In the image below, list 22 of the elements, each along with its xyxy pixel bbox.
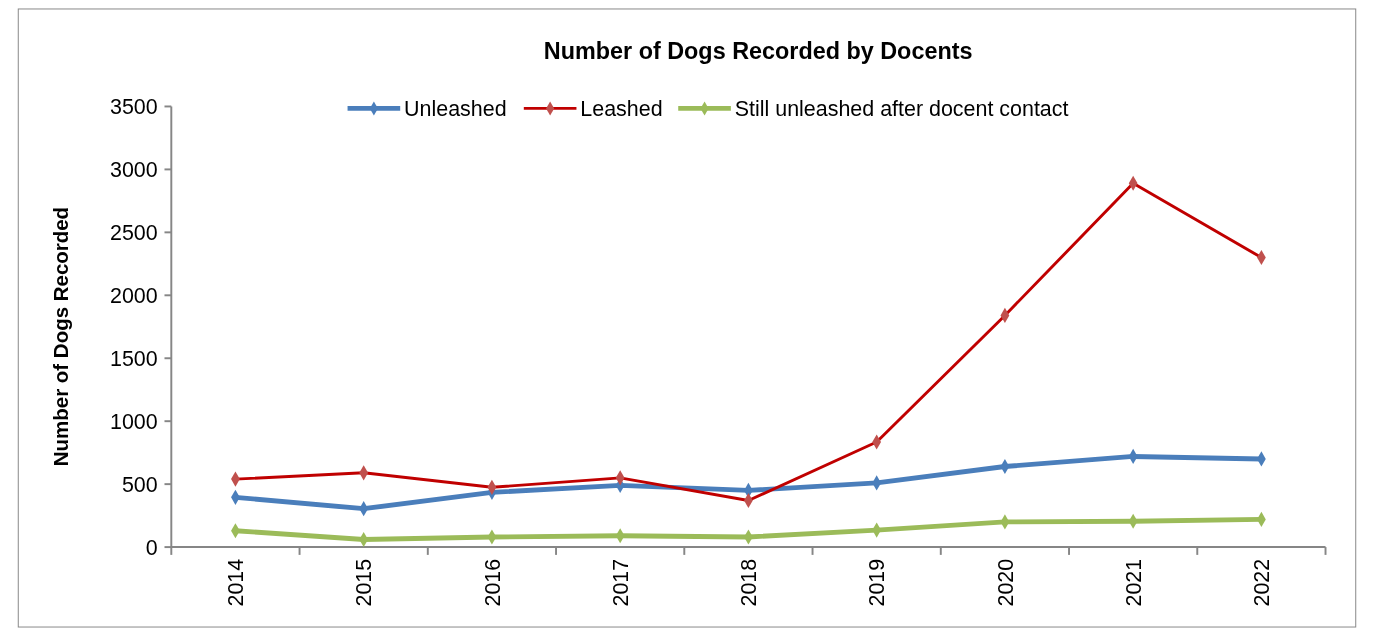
y-tick-label: 3000 <box>109 157 158 182</box>
y-axis-title: Number of Dogs Recorded <box>48 206 72 467</box>
legend-label: Still unleashed after docent contact <box>734 96 1069 121</box>
x-tick-label: 2018 <box>737 558 762 607</box>
x-tick-label: 2021 <box>1121 558 1146 607</box>
y-tick-label: 1000 <box>109 409 158 434</box>
x-tick-label: 2015 <box>352 558 377 607</box>
y-tick-label: 0 <box>145 535 158 560</box>
x-tick-label: 2020 <box>993 558 1018 607</box>
x-tick-label: 2014 <box>224 558 249 607</box>
y-tick-label: 500 <box>121 472 158 497</box>
y-tick-label: 2500 <box>109 220 158 245</box>
x-tick-label: 2019 <box>865 558 890 607</box>
y-tick-label: 3500 <box>109 94 158 119</box>
chart-title: Number of Dogs Recorded by Docents <box>543 37 973 64</box>
legend-label: Unleashed <box>404 96 507 121</box>
y-tick-label: 2000 <box>109 283 158 308</box>
x-tick-label: 2017 <box>608 558 633 607</box>
x-tick-label: 2022 <box>1250 558 1275 607</box>
legend-label: Leashed <box>580 96 663 121</box>
x-tick-label: 2016 <box>480 558 505 607</box>
y-tick-label: 1500 <box>109 346 158 371</box>
